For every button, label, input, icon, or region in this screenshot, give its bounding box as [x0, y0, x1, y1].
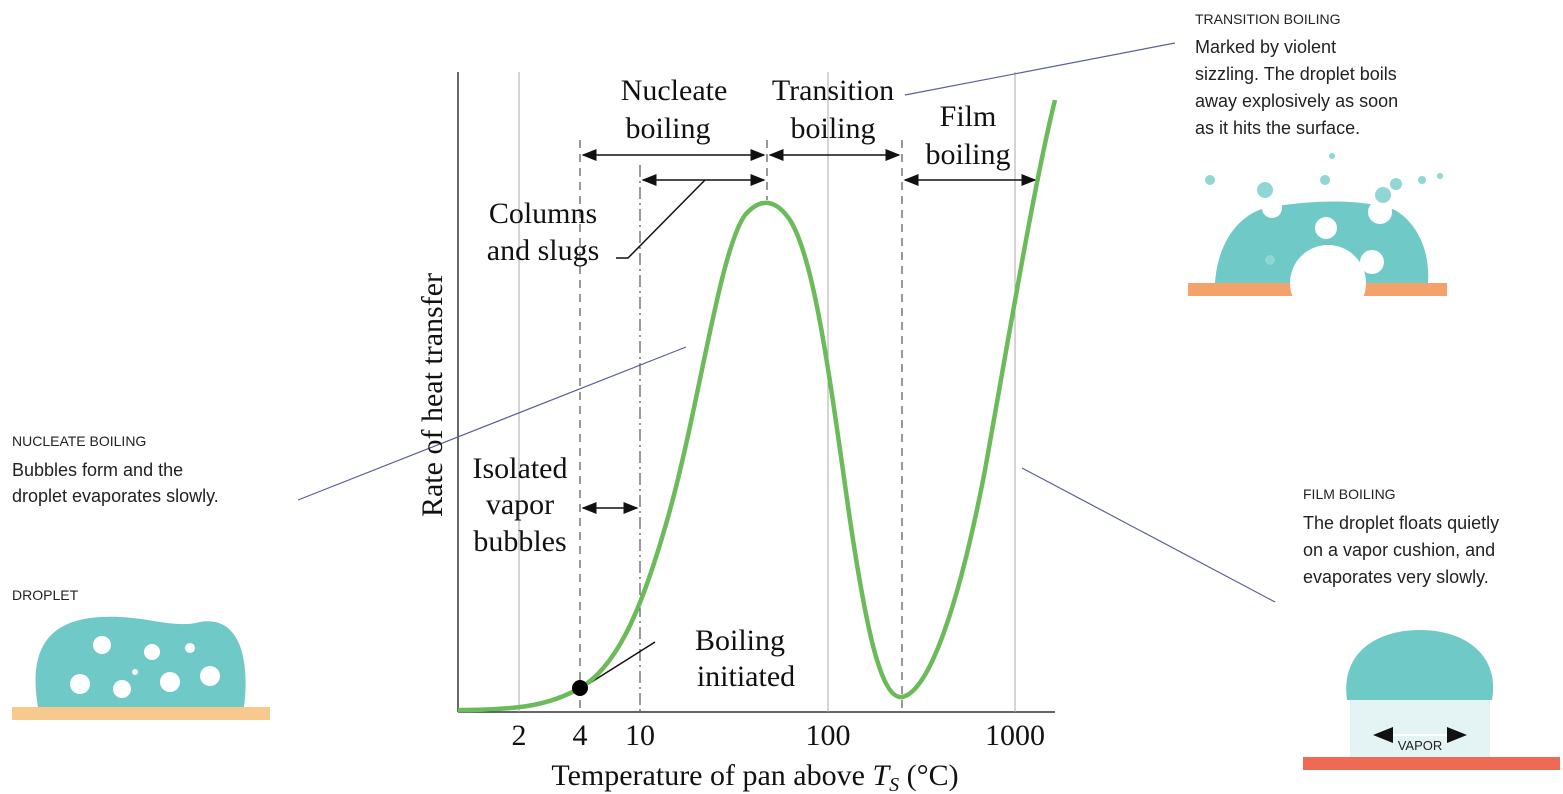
film-illustration: VAPOR: [1303, 630, 1560, 770]
region-label: boiling: [790, 112, 875, 145]
note-title: DROPLET: [12, 587, 79, 603]
region-label: and slugs: [487, 234, 600, 267]
droplet-illustration: [12, 616, 270, 720]
vapor-label: VAPOR: [1398, 738, 1443, 753]
note-line: The droplet floats quietly: [1303, 513, 1499, 533]
note-line: evaporates very slowly.: [1303, 567, 1489, 587]
note-line: Marked by violent: [1195, 37, 1336, 57]
note-line: away explosively as soon: [1195, 91, 1398, 111]
note-title: TRANSITION BOILING: [1195, 11, 1340, 27]
x-tick-label: 4: [573, 719, 588, 752]
note-line: as it hits the surface.: [1195, 118, 1360, 138]
region-label: Transition: [772, 74, 894, 107]
range-arrows: [581, 149, 1037, 689]
region-label: Film: [940, 100, 997, 133]
note-title: NUCLEATE BOILING: [12, 433, 146, 449]
x-tick-label: 1000: [985, 719, 1045, 752]
transition-illustration: [1188, 153, 1447, 321]
side-notes: NUCLEATE BOILING Bubbles form and the dr…: [12, 11, 1499, 603]
region-label: Boiling: [695, 624, 785, 657]
x-axis-label: Temperature of pan above TS (°C): [551, 759, 958, 794]
region-label: vapor: [486, 488, 554, 521]
region-label: boiling: [625, 112, 710, 145]
region-label: boiling: [925, 138, 1010, 171]
region-labels: Nucleate boiling Transition boiling Film…: [473, 74, 1011, 693]
x-tick-label: 10: [625, 719, 655, 752]
y-axis-label: Rate of heat transfer: [416, 273, 449, 517]
region-label: Columns: [489, 197, 597, 230]
note-line: on a vapor cushion, and: [1303, 540, 1495, 560]
region-label: initiated: [697, 660, 795, 693]
region-label: bubbles: [473, 525, 566, 558]
note-line: droplet evaporates slowly.: [12, 486, 219, 506]
leader-lines: [297, 42, 1276, 603]
boiling-curve: [457, 99, 1058, 713]
note-line: sizzling. The droplet boils: [1195, 64, 1397, 84]
region-label: Isolated: [473, 452, 568, 485]
note-line: Bubbles form and the: [12, 460, 183, 480]
x-tick-label: 2: [512, 719, 527, 752]
note-title: FILM BOILING: [1303, 486, 1396, 502]
initiation-point: [572, 680, 588, 696]
x-tick-label: 100: [806, 719, 851, 752]
region-label: Nucleate: [621, 74, 728, 107]
